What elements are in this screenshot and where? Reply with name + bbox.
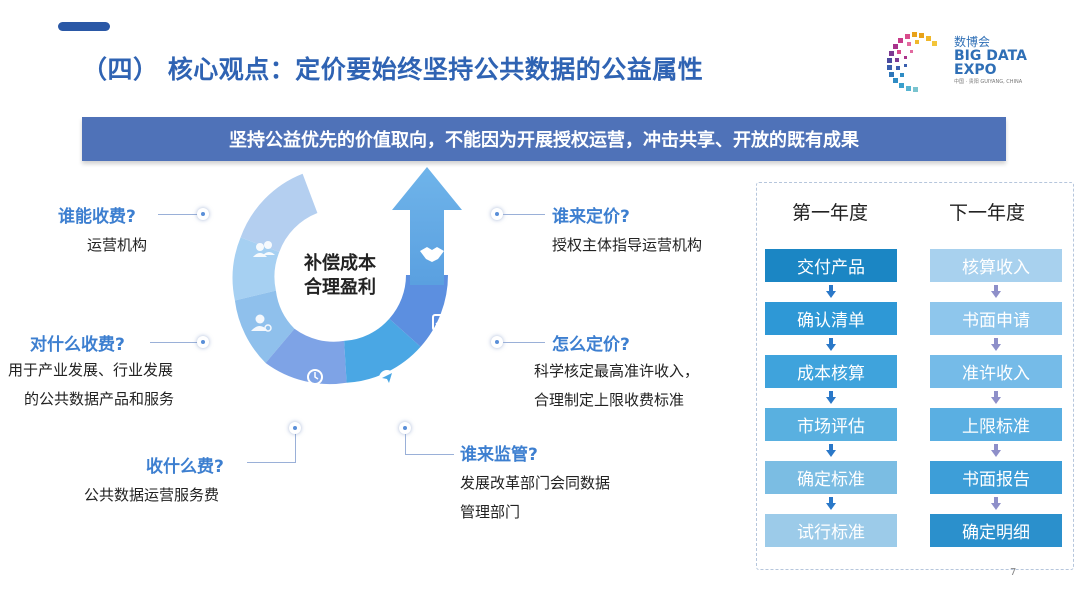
next-year-step-3: 准许收入 [930, 355, 1062, 388]
ring-segment-team [240, 173, 318, 252]
flow-arrow-stem [829, 497, 833, 503]
flow-arrow-stem [829, 338, 833, 344]
principle-banner: 坚持公益优先的价值取向，不能因为开展授权运营，冲击共享、开放的既有成果 [82, 117, 1006, 161]
first-year-step-1: 交付产品 [765, 249, 897, 282]
flow-arrow-stem [994, 497, 998, 503]
answer-how-price-line-1: 科学核定最高准许收入， [534, 362, 700, 380]
question-who-supervises: 谁来监管? [460, 445, 538, 465]
answer-what-charged-line-2: 的公共数据产品和服务 [24, 390, 175, 408]
flow-arrow-stem [994, 391, 998, 397]
connector-dot [399, 422, 411, 434]
annual-process-panel [756, 182, 1074, 570]
center-label-line-2: 合理盈利 [304, 276, 376, 298]
logo-line-4: 中国 · 贵阳 GUIYANG, CHINA [954, 78, 1023, 85]
flow-arrow-down-icon [826, 503, 836, 510]
flow-arrow-stem [829, 391, 833, 397]
connector-line [503, 342, 545, 343]
next-year-step-6: 确定明细 [930, 514, 1062, 547]
flow-arrow-stem [829, 285, 833, 291]
connector-dot [197, 336, 209, 348]
question-who-charges: 谁能收费? [58, 207, 136, 227]
flow-arrow-stem [829, 444, 833, 450]
first-year-step-3: 成本核算 [765, 355, 897, 388]
expo-logo-icon [887, 32, 937, 92]
flow-arrow-stem [994, 338, 998, 344]
logo-line-2: BIG DATA [954, 47, 1027, 64]
user-settings-icon [251, 314, 272, 332]
connector-line [247, 432, 296, 463]
flow-arrow-down-icon [826, 344, 836, 351]
flow-arrow-down-icon [826, 291, 836, 298]
flow-arrow-down-icon [991, 503, 1001, 510]
answer-how-price-line-2: 合理制定上限收费标准 [534, 391, 685, 409]
flow-arrow-down-icon [991, 291, 1001, 298]
question-what-charged: 对什么收费? [30, 335, 125, 355]
pricing-cycle-diagram: 补偿成本 合理盈利 [232, 167, 462, 386]
answer-who-supervises-line-1: 发展改革部门会同数据 [460, 474, 611, 492]
logo-line-3: EXPO [954, 62, 997, 79]
connector-dot [491, 336, 503, 348]
connector-dot [197, 208, 209, 220]
title-accent-bar [58, 22, 110, 31]
next-year-step-1: 核算收入 [930, 249, 1062, 282]
flow-arrow-down-icon [991, 344, 1001, 351]
ring-segment-send [344, 318, 421, 383]
upward-arrow [392, 167, 462, 285]
first-year-header: 第一年度 [792, 202, 869, 224]
team-icon [253, 241, 275, 257]
question-how-price: 怎么定价? [552, 335, 630, 355]
next-year-header: 下一年度 [949, 202, 1026, 224]
question-what-fee: 收什么费? [146, 457, 224, 477]
connector-line [158, 214, 198, 215]
first-year-step-6: 试行标准 [765, 514, 897, 547]
flow-arrow-stem [994, 444, 998, 450]
answer-what-charged-line-1: 用于产业发展、行业发展 [8, 361, 174, 379]
page-number: 7 [1010, 567, 1017, 578]
flow-arrow-down-icon [826, 450, 836, 457]
clock-icon [307, 369, 323, 385]
first-year-step-5: 确定标准 [765, 461, 897, 494]
flow-arrow-stem [994, 285, 998, 291]
question-who-prices: 谁来定价? [552, 207, 630, 227]
first-year-step-4: 市场评估 [765, 408, 897, 441]
ring-segment-clock [265, 328, 347, 385]
connector-line [503, 214, 545, 215]
send-icon [379, 370, 395, 386]
answer-who-charges: 运营机构 [87, 236, 148, 254]
big-data-expo-logo: 数博会 BIG DATA EXPO 中国 · 贵阳 GUIYANG, CHINA [884, 30, 1034, 96]
flow-arrow-down-icon [991, 450, 1001, 457]
flow-arrow-down-icon [991, 397, 1001, 404]
next-year-step-5: 书面报告 [930, 461, 1062, 494]
connector-dot [289, 422, 301, 434]
center-circle [278, 213, 402, 337]
center-label-line-1: 补偿成本 [303, 252, 376, 274]
connector-line [150, 342, 198, 343]
handshake-icon [420, 247, 444, 262]
connector-dot [491, 208, 503, 220]
answer-what-fee: 公共数据运营服务费 [84, 486, 220, 504]
next-year-step-4: 上限标准 [930, 408, 1062, 441]
logo-wordmark: 数博会 BIG DATA EXPO 中国 · 贵阳 GUIYANG, CHINA [954, 36, 1027, 85]
page-title: （四） 核心观点：定价要始终坚持公共数据的公益属性 [82, 55, 704, 84]
next-year-step-2: 书面申请 [930, 302, 1062, 335]
answer-who-prices: 授权主体指导运营机构 [552, 236, 703, 254]
flow-arrow-down-icon [826, 397, 836, 404]
connector-line [405, 434, 454, 455]
checklist-icon [432, 314, 447, 331]
answer-who-supervises-line-2: 管理部门 [460, 503, 521, 521]
logo-line-1: 数博会 [954, 35, 991, 49]
first-year-step-2: 确认清单 [765, 302, 897, 335]
